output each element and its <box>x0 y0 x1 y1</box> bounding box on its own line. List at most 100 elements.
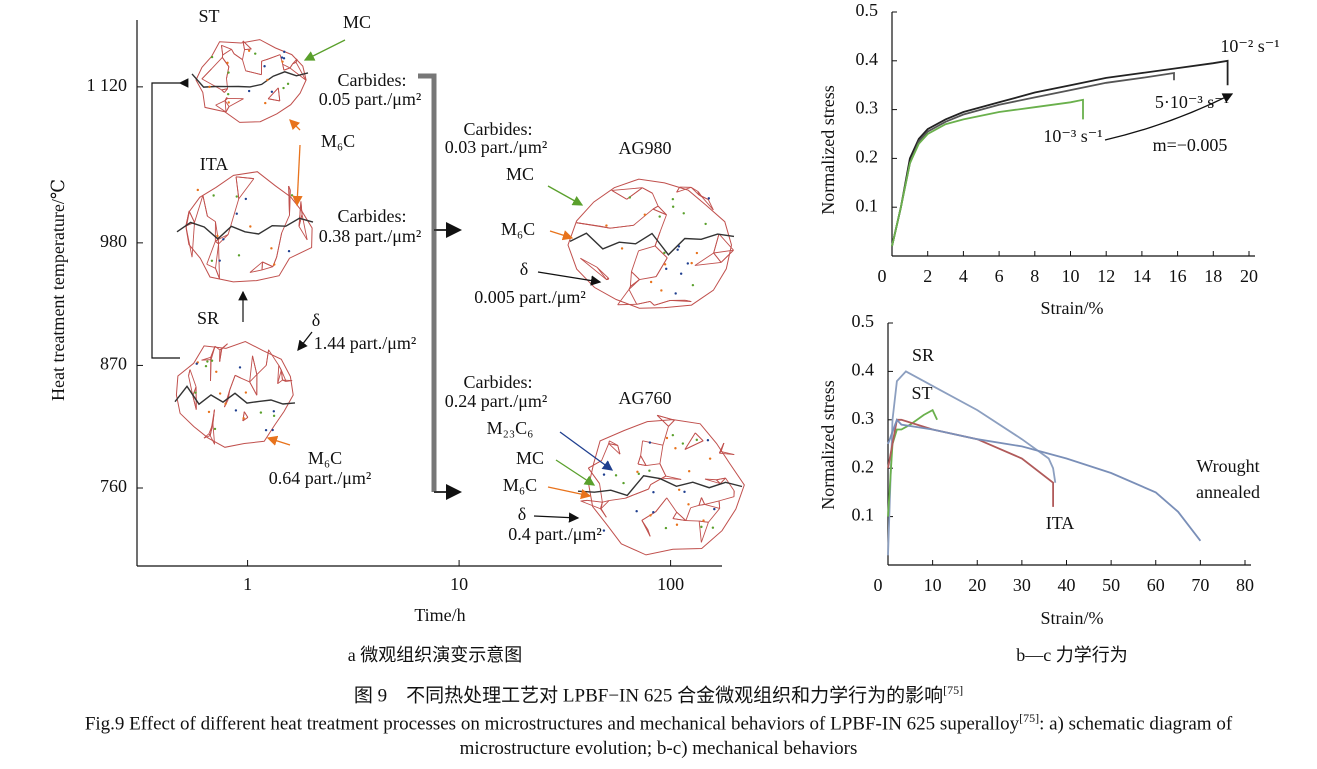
y-tick-label: 870 <box>100 354 127 374</box>
grain-boundary <box>676 511 687 521</box>
grain-boundary <box>252 355 258 375</box>
grain-boundary <box>662 477 682 480</box>
x-tick-label: 0 <box>878 266 887 286</box>
precipitate <box>704 222 707 226</box>
grain-boundary <box>718 442 725 454</box>
y-tick-label: 0.2 <box>852 456 875 476</box>
grain-boundary <box>221 57 230 67</box>
grain-boundary <box>185 210 190 227</box>
grain-boundary <box>580 257 607 281</box>
precipitate <box>194 391 197 394</box>
series-label-line: Wrought <box>1196 456 1259 476</box>
melt-boundary <box>174 385 296 406</box>
precipitate <box>614 474 618 477</box>
y-tick-label: 980 <box>100 231 127 251</box>
annotation: M₂₃C₆ <box>487 418 534 438</box>
precipitate <box>637 472 640 476</box>
arrow <box>292 144 303 207</box>
annotation: M₆C <box>308 448 342 468</box>
grain-boundary <box>224 100 230 107</box>
annotation: 0.05 part./μm² <box>319 89 422 109</box>
precipitate <box>270 90 274 94</box>
microstructure <box>567 178 735 309</box>
arrow <box>559 431 614 471</box>
grain-boundary <box>661 475 667 479</box>
grain-boundary <box>617 445 621 455</box>
grain-boundary <box>609 440 618 446</box>
grain-boundary <box>725 477 735 492</box>
precipitate <box>244 391 248 394</box>
grain-boundary <box>640 440 644 456</box>
grain-boundary <box>234 374 242 379</box>
grain-boundary <box>648 484 652 490</box>
grain-boundary <box>219 343 228 351</box>
x-tick-label: 10 <box>924 575 942 595</box>
precipitate <box>677 488 681 492</box>
x-axis-label: Strain/% <box>1041 608 1104 628</box>
grain-boundary <box>588 460 602 469</box>
precipitate <box>218 392 222 395</box>
precipitate <box>671 433 675 437</box>
precipitate <box>210 55 214 59</box>
grain-boundary <box>668 419 675 427</box>
grain-boundary <box>602 500 610 503</box>
x-tick-label: 60 <box>1147 575 1165 595</box>
grain-boundary <box>657 414 675 421</box>
precipitate <box>266 78 269 82</box>
grain-boundary <box>685 507 692 521</box>
grain-boundary <box>261 58 268 62</box>
grain-boundary <box>647 529 651 537</box>
annotation: AG980 <box>619 138 672 158</box>
precipitate <box>249 225 252 228</box>
precipitate <box>218 259 221 262</box>
grain-boundary <box>245 70 262 76</box>
precipitate <box>280 56 284 59</box>
grain-boundary <box>662 426 669 446</box>
grain-boundary <box>672 518 686 522</box>
grain-boundary <box>698 503 705 506</box>
precipitate <box>210 259 214 262</box>
annotation: AG760 <box>619 388 672 408</box>
y-tick-label: 0.5 <box>852 311 875 331</box>
series-label-line: annealed <box>1196 482 1260 502</box>
grain-boundary <box>283 67 291 71</box>
line-series <box>887 418 1054 507</box>
grain-boundary <box>587 499 603 503</box>
grain-boundary <box>249 381 258 396</box>
annotation: δ <box>312 310 320 330</box>
grain-boundary <box>638 245 656 252</box>
annotation: ITA <box>200 154 229 174</box>
precipitate <box>210 359 214 362</box>
grain-boundary <box>277 379 283 385</box>
precipitate <box>204 364 208 368</box>
grain-boundary <box>221 89 225 93</box>
grain-boundary <box>715 479 721 484</box>
annotation: M₆C <box>321 131 355 151</box>
precipitate <box>671 197 675 201</box>
precipitate <box>686 262 689 265</box>
grain-boundary <box>244 48 252 51</box>
grain-boundary <box>207 215 216 222</box>
y-tick-label: 0.3 <box>856 98 879 118</box>
grain-boundary <box>219 348 222 351</box>
grain-boundary <box>210 346 216 358</box>
grain-boundary <box>651 193 659 207</box>
grain-boundary <box>242 40 252 50</box>
annotation: 1.44 part./μm² <box>314 333 417 353</box>
grain-boundary <box>280 369 287 382</box>
arrow <box>297 331 313 352</box>
grain-boundary <box>215 243 220 269</box>
caption-en: Fig.9 Effect of different heat treatment… <box>0 706 1317 761</box>
grain-boundary <box>202 195 208 217</box>
grain-outline <box>175 340 294 448</box>
caption-text: Fig.9 Effect of different heat treatment… <box>84 713 1020 735</box>
grain-boundary <box>659 445 664 464</box>
grain-boundary <box>701 497 706 505</box>
precipitate <box>244 197 248 201</box>
precipitate <box>643 213 647 216</box>
precipitate <box>690 261 693 265</box>
series-label: 10⁻² s⁻¹ <box>1220 36 1279 56</box>
annotation: MC <box>343 12 371 32</box>
annotation: 0.03 part./μm² <box>445 137 548 157</box>
